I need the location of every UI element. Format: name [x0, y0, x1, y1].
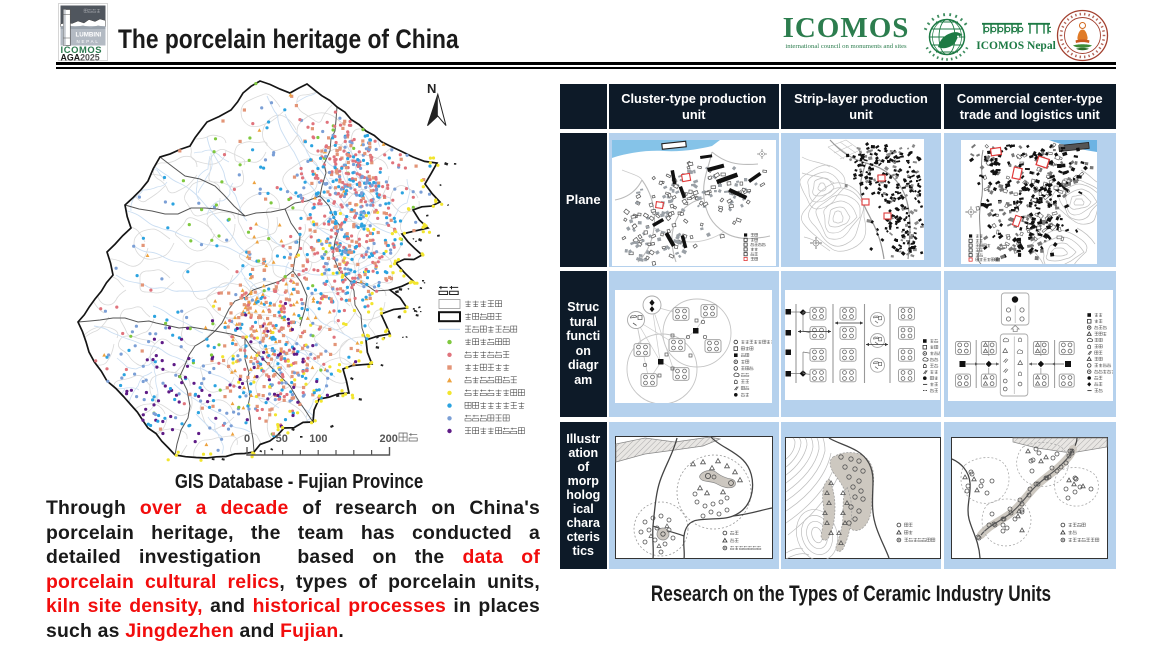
svg-text:LUMBINI: LUMBINI	[76, 32, 102, 39]
svg-text:AGA2025: AGA2025	[61, 52, 100, 61]
svg-text:0: 0	[244, 433, 250, 445]
svg-text:NEPAL: NEPAL	[77, 39, 100, 44]
svg-text:200: 200	[380, 433, 398, 445]
svg-text:N: N	[427, 81, 436, 96]
svg-text:100: 100	[309, 433, 327, 445]
svg-text:50: 50	[276, 433, 288, 445]
svg-text:ICOMOS: ICOMOS	[61, 44, 103, 55]
